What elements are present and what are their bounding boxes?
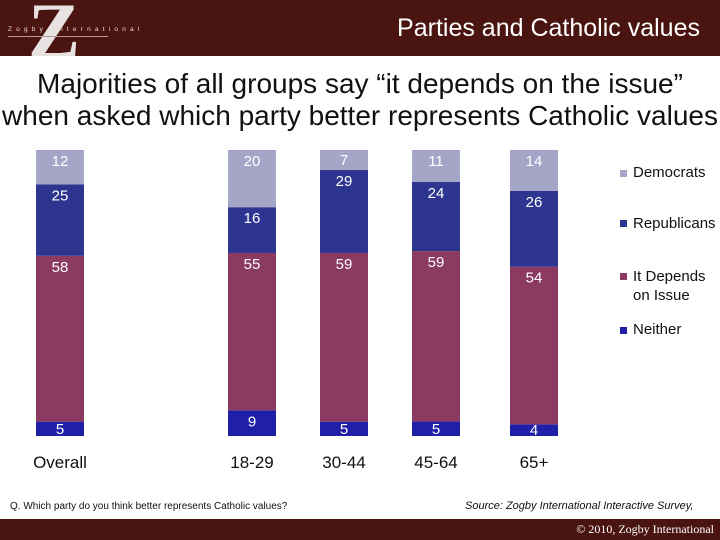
bar-segment-republicans-65 xyxy=(510,190,558,267)
data-label-neither-65: 4 xyxy=(530,422,538,439)
bar-segment-democrats-65 xyxy=(510,150,558,191)
legend-swatch-it-depends xyxy=(620,273,627,280)
legend-item-neither: Neither xyxy=(620,321,681,338)
question-footnote: Q. Which party do you think better repre… xyxy=(10,501,288,512)
logo-text: Zogby International xyxy=(8,26,144,33)
bar-segment-republicans-overall xyxy=(36,184,84,256)
bar-segment-it-depends-on-issue-65 xyxy=(510,266,558,425)
header-bar: Z Zogby International Parties and Cathol… xyxy=(0,0,720,62)
bar-segment-republicans-18-29 xyxy=(228,207,276,253)
data-label-republicans-overall: 25 xyxy=(52,187,69,204)
data-label-it-depends-on-issue-45-64: 59 xyxy=(428,254,445,271)
bar-segment-democrats-18-29 xyxy=(228,150,276,208)
data-label-it-depends-on-issue-30-44: 59 xyxy=(336,256,353,273)
legend-swatch-neither xyxy=(620,327,627,334)
footer-bar xyxy=(0,519,720,540)
headline: Majorities of all groups say “it depends… xyxy=(2,68,718,131)
bar-segment-neither-30-44 xyxy=(320,421,368,436)
bar-segment-neither-overall xyxy=(36,421,84,436)
bar-segment-it-depends-on-issue-45-64 xyxy=(412,251,460,422)
bar-segment-it-depends-on-issue-30-44 xyxy=(320,252,368,422)
source-note: Source: Zogby International Interactive … xyxy=(465,500,694,512)
legend-item-it-depends: It Depends on Issue xyxy=(620,267,718,305)
bar-segment-neither-45-64 xyxy=(412,421,460,436)
data-label-democrats-18-29: 20 xyxy=(244,153,261,170)
data-label-neither-30-44: 5 xyxy=(340,421,348,438)
category-label-45-64: 45-64 xyxy=(414,453,457,472)
bar-segment-it-depends-on-issue-overall xyxy=(36,255,84,422)
legend-label-neither: Neither xyxy=(633,321,682,338)
data-label-neither-overall: 5 xyxy=(56,421,64,438)
data-label-republicans-18-29: 16 xyxy=(244,210,261,227)
data-label-it-depends-on-issue-overall: 58 xyxy=(52,259,69,276)
legend-label-it-depends: It Depends on Issue xyxy=(633,268,706,304)
data-label-neither-18-29: 9 xyxy=(248,413,256,430)
logo-divider xyxy=(8,36,108,37)
legend-swatch-democrats xyxy=(620,170,627,177)
legend-label-democrats: Democrats xyxy=(633,164,706,181)
category-label-overall: Overall xyxy=(33,453,87,472)
bar-segment-it-depends-on-issue-18-29 xyxy=(228,252,276,411)
category-label-65: 65+ xyxy=(520,453,549,472)
slide-title: Parties and Catholic values xyxy=(397,14,700,42)
bar-segment-neither-18-29 xyxy=(228,410,276,436)
bar-segment-democrats-overall xyxy=(36,150,84,185)
copyright: © 2010, Zogby International xyxy=(576,522,714,536)
data-label-democrats-overall: 12 xyxy=(52,153,69,170)
bar-segment-republicans-30-44 xyxy=(320,170,368,253)
bar-segment-democrats-45-64 xyxy=(412,150,460,182)
data-label-it-depends-on-issue-65: 54 xyxy=(526,270,543,287)
data-label-republicans-65: 26 xyxy=(526,194,543,211)
legend-item-democrats: Democrats xyxy=(620,164,706,181)
data-label-democrats-65: 14 xyxy=(526,153,543,170)
bar-segment-democrats-30-44 xyxy=(320,150,368,171)
data-label-democrats-45-64: 11 xyxy=(428,153,444,170)
bar-segment-neither-65 xyxy=(510,424,558,436)
bar-segment-republicans-45-64 xyxy=(412,181,460,252)
legend-item-republicans: Republicans xyxy=(620,214,718,233)
data-label-it-depends-on-issue-18-29: 55 xyxy=(244,256,261,273)
logo-letter: Z xyxy=(28,0,81,62)
category-label-30-44: 30-44 xyxy=(322,453,365,472)
data-label-neither-45-64: 5 xyxy=(432,421,440,438)
data-label-republicans-45-64: 24 xyxy=(428,185,445,202)
data-label-republicans-30-44: 29 xyxy=(336,173,353,190)
category-label-18-29: 18-29 xyxy=(230,453,273,472)
legend-swatch-republicans xyxy=(620,220,627,227)
data-label-democrats-30-44: 7 xyxy=(340,152,348,169)
legend-label-republicans: Republicans xyxy=(633,215,716,232)
